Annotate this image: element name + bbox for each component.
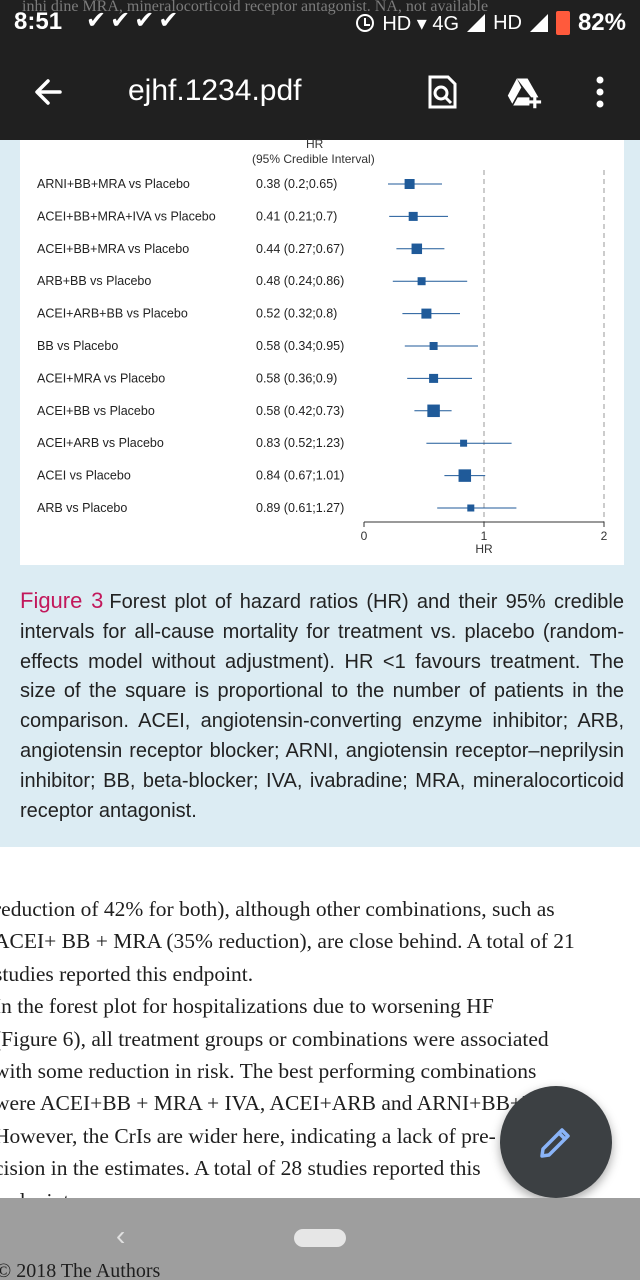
row-label: ACEI+BB vs Placebo [37, 404, 155, 418]
row-ci-text: 0.58 (0.36;0.9) [256, 371, 337, 385]
status-time: 8:51 [14, 8, 63, 35]
battery-icon [555, 11, 570, 35]
row-label: ARB vs Placebo [37, 501, 127, 515]
forest-plot: HR (95% Credible Interval) ARNI+BB+MRA v… [20, 137, 624, 565]
hr-marker [460, 439, 468, 447]
row-ci-text: 0.38 (0.2;0.65) [256, 177, 337, 191]
row-ci-text: 0.52 (0.32;0.8) [256, 307, 337, 321]
status-background-text: inhi dine MRA, mineralocorticoid recepto… [22, 0, 489, 15]
x-tick-label: 2 [601, 529, 608, 543]
system-nav-bar: ‹ [0, 1198, 640, 1280]
hr-marker [467, 504, 475, 512]
body-text-line: cision in the estimates. A total of 28 s… [0, 1156, 481, 1181]
row-ci-text: 0.58 (0.42;0.73) [256, 404, 344, 418]
hr-marker [427, 404, 440, 418]
row-label: ACEI+BB+MRA vs Placebo [37, 242, 189, 256]
row-ci-text: 0.44 (0.27;0.67) [256, 242, 344, 256]
hr-column-header-top: HR [306, 137, 324, 151]
body-text-line: were ACEI+BB + MRA + IVA, ACEI+ARB and A… [0, 1091, 577, 1116]
edit-pencil-icon [540, 1128, 570, 1158]
figure-label: Figure 3 [20, 588, 104, 613]
status-indicators: HD ▾ 4G HD 82% [356, 9, 626, 37]
row-label: ACEI+ARB+BB vs Placebo [37, 307, 188, 321]
more-vert-icon[interactable] [584, 74, 616, 110]
back-arrow-icon[interactable] [30, 72, 70, 112]
row-label: ARNI+BB+MRA vs Placebo [37, 177, 190, 191]
network-indicator-2: HD [493, 11, 522, 34]
find-in-page-icon[interactable] [424, 74, 460, 110]
figure-caption: Figure 3 Forest plot of hazard ratios (HR… [20, 586, 624, 826]
row-ci-text: 0.84 (0.67;1.01) [256, 469, 344, 483]
footer-copyright: © 2018 The Authors [0, 1260, 161, 1282]
signal-icon [467, 14, 486, 32]
x-tick-label: 0 [361, 529, 368, 543]
file-title: ejhf.1234.pdf [128, 74, 302, 107]
row-label: ACEI vs Placebo [37, 469, 131, 483]
hr-marker [404, 179, 415, 189]
row-label: BB vs Placebo [37, 339, 118, 353]
body-text-line: ACEI+ BB + MRA (35% reduction), are clos… [0, 929, 575, 954]
row-label: ARB+BB vs Placebo [37, 274, 151, 288]
row-ci-text: 0.89 (0.61;1.27) [256, 501, 344, 515]
row-ci-text: 0.58 (0.34;0.95) [256, 339, 344, 353]
body-text-line: (Figure 6), all treatment groups or comb… [0, 1026, 549, 1051]
battery-percent: 82% [577, 9, 626, 36]
article-body-text: reduction of 42% for both), although oth… [0, 893, 640, 1217]
body-text-line: studies reported this endpoint. [0, 961, 254, 986]
body-text-line: In the forest plot for hospitalizations … [0, 994, 494, 1019]
row-label: ACEI+BB+MRA+IVA vs Placebo [37, 209, 216, 223]
x-tick-label: 1 [481, 529, 488, 543]
row-label: ACEI+ARB vs Placebo [37, 436, 164, 450]
caption-text: Forest plot of hazard ratios (HR) and th… [20, 591, 624, 822]
row-ci-text: 0.48 (0.24;0.86) [256, 274, 344, 288]
nav-back-chevron-icon[interactable]: ‹ [116, 1220, 126, 1251]
nav-home-pill[interactable] [294, 1229, 346, 1247]
notification-check-icons: ✔✔✔✔ [86, 7, 183, 34]
app-toolbar: ejhf.1234.pdf [0, 44, 640, 140]
edit-fab-button[interactable] [500, 1086, 612, 1198]
body-text-line: However, the CrIs are wider here, indica… [0, 1123, 496, 1148]
body-text-line: with some reduction in risk. The best pe… [0, 1058, 537, 1083]
hr-marker [408, 211, 418, 221]
hr-marker [411, 243, 423, 255]
hr-marker [429, 373, 439, 383]
network-indicator: HD ▾ 4G [382, 12, 460, 35]
add-to-drive-icon[interactable] [506, 74, 542, 110]
body-text-line: reduction of 42% for both), although oth… [0, 897, 555, 921]
hr-marker [458, 469, 472, 482]
status-bar: inhi dine MRA, mineralocorticoid recepto… [0, 0, 640, 44]
hr-marker [417, 277, 426, 286]
alarm-icon [356, 14, 375, 32]
figure-panel: HR (95% Credible Interval) ARNI+BB+MRA v… [0, 137, 640, 847]
signal-icon-2 [529, 14, 548, 32]
row-ci-text: 0.83 (0.52;1.23) [256, 436, 344, 450]
x-axis-label: HR [475, 542, 493, 556]
row-ci-text: 0.41 (0.21;0.7) [256, 209, 337, 223]
forest-plot-svg: ARNI+BB+MRA vs Placebo 0.38 (0.2;0.65) ACE… [37, 170, 608, 556]
hr-marker [421, 308, 432, 319]
hr-marker [429, 342, 438, 350]
hr-column-header: (95% Credible Interval) [252, 152, 375, 166]
row-label: ACEI+MRA vs Placebo [37, 371, 165, 385]
